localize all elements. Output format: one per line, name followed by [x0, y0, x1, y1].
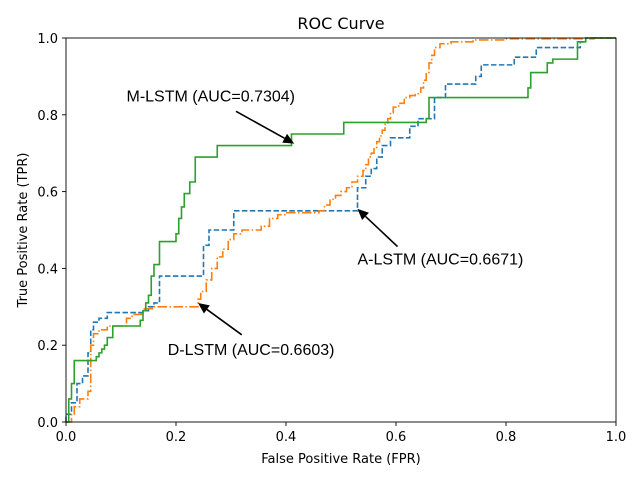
x-tick-label: 1.0: [606, 430, 627, 445]
chart-title: ROC Curve: [297, 14, 384, 33]
x-tick-label: 0.4: [276, 430, 297, 445]
annotation-label: D-LSTM (AUC=0.6603): [168, 342, 335, 359]
y-tick-label: 0.8: [37, 109, 58, 124]
x-tick-label: 0.6: [386, 430, 407, 445]
y-axis-label: True Positive Rate (TPR): [16, 153, 31, 309]
annotation-label: A-LSTM (AUC=0.6671): [358, 252, 524, 269]
x-tick-label: 0.2: [166, 430, 187, 445]
series-line-2: [66, 37, 616, 423]
annotation-arrow: [206, 308, 243, 336]
y-tick-label: 0.6: [37, 186, 58, 201]
series-line-0: [65, 37, 616, 422]
y-tick-label: 0.4: [37, 262, 58, 277]
axes-layer: 0.0 0.2 0.4 0.6 0.8 1.0 0.0 0.2 0.4 0.6 0.8 1.0: [37, 32, 626, 445]
annotation-layer: M-LSTM (AUC=0.7304) A-LSTM (AUC=0.6671) D-…: [127, 88, 524, 358]
annotation-label: M-LSTM (AUC=0.7304): [127, 88, 296, 105]
x-axis-label: False Positive Rate (FPR): [261, 452, 420, 467]
series-layer: [65, 37, 616, 423]
plot-frame: [65, 37, 617, 423]
x-tick-label: 0.8: [496, 430, 517, 445]
annotation-arrow: [364, 215, 399, 248]
x-tick-label: 0.0: [56, 430, 77, 445]
annotation-arrow: [235, 110, 286, 139]
y-tick-label: 0.2: [37, 339, 58, 354]
annotation-arrowhead: [198, 302, 210, 314]
y-tick-label: 0.0: [37, 416, 58, 431]
series-line-1: [66, 37, 616, 423]
y-tick-label: 1.0: [37, 32, 58, 47]
annotation-arrowhead: [282, 133, 295, 144]
annotation-arrowhead: [357, 208, 369, 221]
